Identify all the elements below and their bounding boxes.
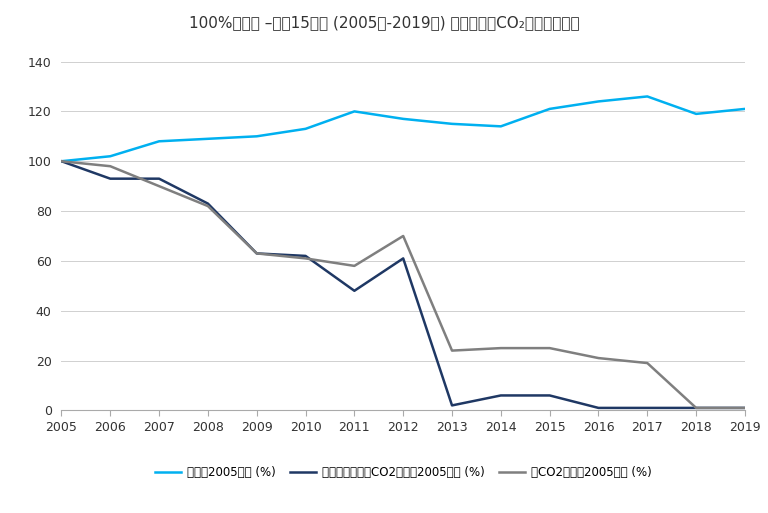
売上高2005年比 (%) [496, 123, 505, 129]
総CO2排出量2005年比 (%) [643, 360, 652, 366]
総CO2排出量2005年比 (%) [740, 405, 750, 411]
総CO2排出量2005年比 (%) [399, 233, 408, 239]
電力消費によるCO2排出量2005年比 (%) [545, 392, 554, 399]
電力消費によるCO2排出量2005年比 (%) [496, 392, 505, 399]
売上高2005年比 (%) [740, 106, 750, 112]
売上高2005年比 (%) [545, 106, 554, 112]
総CO2排出量2005年比 (%) [154, 183, 164, 189]
売上高2005年比 (%) [448, 121, 457, 127]
電力消費によるCO2排出量2005年比 (%) [643, 405, 652, 411]
総CO2排出量2005年比 (%) [448, 347, 457, 353]
総CO2排出量2005年比 (%) [204, 203, 213, 209]
総CO2排出量2005年比 (%) [496, 345, 505, 351]
Line: 売上高2005年比 (%): 売上高2005年比 (%) [61, 96, 745, 161]
電力消費によるCO2排出量2005年比 (%) [154, 175, 164, 182]
総CO2排出量2005年比 (%) [691, 405, 700, 411]
売上高2005年比 (%) [106, 153, 115, 160]
総CO2排出量2005年比 (%) [349, 263, 359, 269]
電力消費によるCO2排出量2005年比 (%) [399, 255, 408, 262]
電力消費によるCO2排出量2005年比 (%) [594, 405, 603, 411]
総CO2排出量2005年比 (%) [252, 250, 261, 256]
電力消費によるCO2排出量2005年比 (%) [349, 288, 359, 294]
売上高2005年比 (%) [252, 133, 261, 140]
電力消費によるCO2排出量2005年比 (%) [740, 405, 750, 411]
総CO2排出量2005年比 (%) [301, 255, 310, 262]
売上高2005年比 (%) [57, 158, 66, 164]
総CO2排出量2005年比 (%) [106, 163, 115, 169]
Text: 100%の削減 –過去15年間 (2005年-2019年) の売上高とCO₂排出量の推移: 100%の削減 –過去15年間 (2005年-2019年) の売上高とCO₂排出… [189, 15, 579, 30]
売上高2005年比 (%) [204, 136, 213, 142]
電力消費によるCO2排出量2005年比 (%) [57, 158, 66, 164]
Legend: 売上高2005年比 (%), 電力消費によるCO2排出量2005年比 (%), 総CO2排出量2005年比 (%): 売上高2005年比 (%), 電力消費によるCO2排出量2005年比 (%), … [151, 462, 656, 484]
総CO2排出量2005年比 (%) [545, 345, 554, 351]
電力消費によるCO2排出量2005年比 (%) [301, 253, 310, 259]
Line: 電力消費によるCO2排出量2005年比 (%): 電力消費によるCO2排出量2005年比 (%) [61, 161, 745, 408]
売上高2005年比 (%) [594, 98, 603, 105]
売上高2005年比 (%) [399, 116, 408, 122]
売上高2005年比 (%) [154, 138, 164, 144]
売上高2005年比 (%) [691, 111, 700, 117]
電力消費によるCO2排出量2005年比 (%) [252, 250, 261, 256]
売上高2005年比 (%) [301, 126, 310, 132]
総CO2排出量2005年比 (%) [57, 158, 66, 164]
売上高2005年比 (%) [349, 108, 359, 114]
総CO2排出量2005年比 (%) [594, 355, 603, 361]
売上高2005年比 (%) [643, 93, 652, 100]
電力消費によるCO2排出量2005年比 (%) [204, 201, 213, 207]
電力消費によるCO2排出量2005年比 (%) [448, 402, 457, 408]
電力消費によるCO2排出量2005年比 (%) [691, 405, 700, 411]
電力消費によるCO2排出量2005年比 (%) [106, 175, 115, 182]
Line: 総CO2排出量2005年比 (%): 総CO2排出量2005年比 (%) [61, 161, 745, 408]
